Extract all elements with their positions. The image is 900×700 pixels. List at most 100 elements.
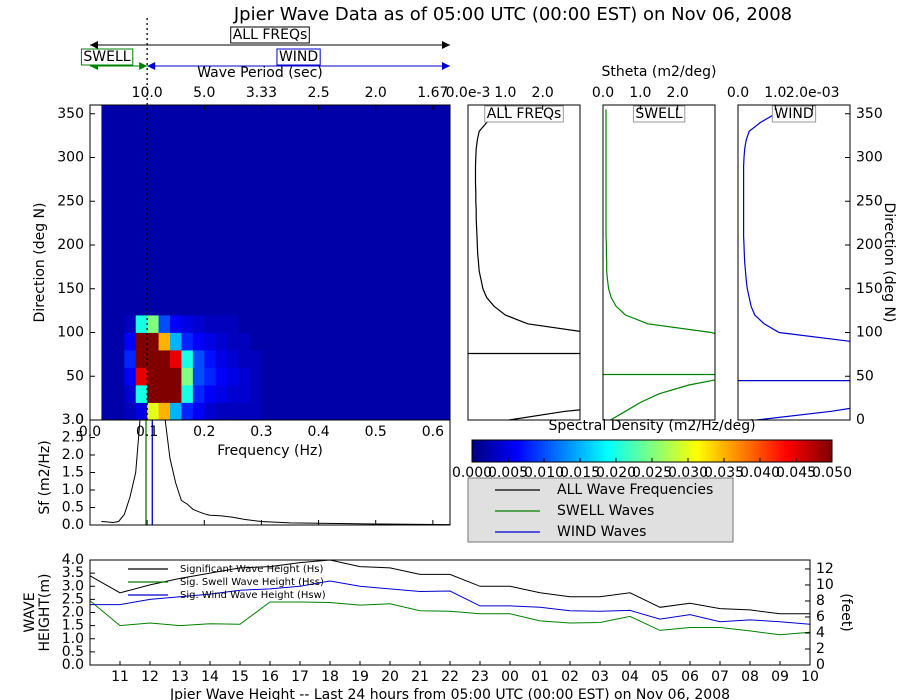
x-tick-label: 07 (711, 669, 729, 685)
heatmap-cell (135, 402, 148, 420)
colorbar-step (486, 440, 490, 462)
heatmap-cell (147, 175, 159, 193)
heatmap-cell (238, 192, 251, 211)
heatmap-cell (181, 227, 194, 246)
heatmap-cell (261, 140, 450, 158)
colorbar-step (742, 440, 746, 462)
colorbar-step (502, 440, 507, 462)
heatmap-cell (158, 315, 171, 333)
heatmap-cell (147, 210, 159, 228)
colorbar-step (784, 440, 788, 462)
y-tick-label: 3.0 (62, 578, 84, 594)
heatmap-cell (215, 140, 228, 158)
x-tick-label: 23 (471, 669, 489, 685)
heatmap-cell (204, 385, 217, 403)
heatmap-cell (250, 157, 262, 176)
heatmap-cell (170, 367, 182, 386)
heatmap-cell (204, 297, 217, 316)
colorbar-step (682, 440, 687, 462)
heatmap-cell (261, 175, 450, 193)
colorbar-step (733, 440, 737, 462)
heatmap-cell (192, 210, 205, 228)
y-tick-label: 300 (57, 150, 84, 166)
heatmap-cell (170, 332, 182, 351)
heatmap-cell (261, 402, 450, 420)
colorbar-step (652, 440, 656, 462)
colorbar-step (531, 440, 535, 462)
heatmap-cell (147, 157, 159, 176)
heatmap-cell (158, 192, 171, 211)
plot-frame (89, 559, 811, 666)
colorbar-tick-label: 0.010 (524, 465, 564, 481)
heatmap-cell (158, 245, 171, 263)
heatmap-cell (238, 350, 251, 368)
heatmap-cell (192, 280, 205, 298)
profile-line (605, 109, 715, 420)
heatmap-cell (135, 175, 148, 193)
band-label: WIND (279, 49, 318, 65)
colorbar-step (719, 440, 723, 462)
heatmap-cell (158, 140, 171, 158)
colorbar-step (567, 440, 571, 462)
heatmap-cell (215, 385, 228, 403)
colorbar-step (542, 440, 546, 462)
heatmap-cell (147, 402, 159, 420)
y-tick-label: 150 (57, 281, 84, 297)
y-axis-label: Direction (deg N) (881, 203, 897, 323)
colorbar-step (643, 440, 647, 462)
heatmap-cell (192, 297, 205, 316)
heatmap-cell (215, 210, 228, 228)
x-tick-label: 5.0 (193, 85, 215, 101)
heatmap-cell (204, 122, 217, 141)
y-tick-label: 4.0 (62, 552, 84, 568)
colorbar-step (550, 440, 554, 462)
y-tick-label: 0.5 (62, 644, 84, 660)
x-tick-label: 1.67 (417, 85, 448, 101)
colorbar-step (514, 440, 518, 462)
heatmap-cell (135, 140, 148, 158)
colorbar-step (609, 440, 614, 462)
colorbar-step (618, 440, 622, 462)
heatmap-cell (227, 210, 239, 228)
heatmap-cell (261, 105, 450, 123)
heatmap-cell (238, 385, 251, 403)
colorbar-step (635, 440, 639, 462)
y-tick-label: 2.5 (62, 430, 84, 446)
heatmap-cell (204, 175, 217, 193)
y-tick-label: 0 (856, 412, 865, 428)
heatmap-cell (192, 105, 205, 123)
y-tick-label: 200 (856, 237, 883, 253)
heatmap-cell (147, 245, 159, 263)
heatmap-cell (158, 227, 171, 246)
colorbar-step (508, 440, 512, 462)
colorbar-step (519, 440, 524, 462)
profile-area (468, 108, 580, 420)
x-tick-label: 05 (651, 669, 669, 685)
colorbar-step (691, 440, 695, 462)
heatmap-cell (170, 210, 182, 228)
colorbar-step (809, 440, 813, 462)
colorbar-step (553, 440, 557, 462)
heatmap-cell (204, 315, 217, 333)
colorbar-step (702, 440, 706, 462)
heatmap-cell (158, 350, 171, 368)
colorbar-step (722, 440, 726, 462)
colorbar-step (770, 440, 774, 462)
x-axis-label: Stheta (m2/deg) (602, 64, 717, 80)
colorbar-step (744, 440, 749, 462)
heatmap-cell (124, 192, 137, 211)
colorbar-step (688, 440, 692, 462)
heatmap-cell (238, 297, 251, 316)
y-tick-label: 200 (57, 237, 84, 253)
heatmap-cell (135, 297, 148, 316)
colorbar-step (621, 440, 625, 462)
plot-area (101, 420, 450, 525)
colorbar-step (801, 440, 805, 462)
colorbar-step (826, 440, 830, 462)
heatmap-cell (215, 262, 228, 281)
heatmap-cell (101, 350, 114, 368)
heatmap-cell (238, 245, 251, 263)
heatmap-cell (215, 245, 228, 263)
label-box (771, 105, 817, 123)
heatmap-cells (101, 105, 450, 420)
